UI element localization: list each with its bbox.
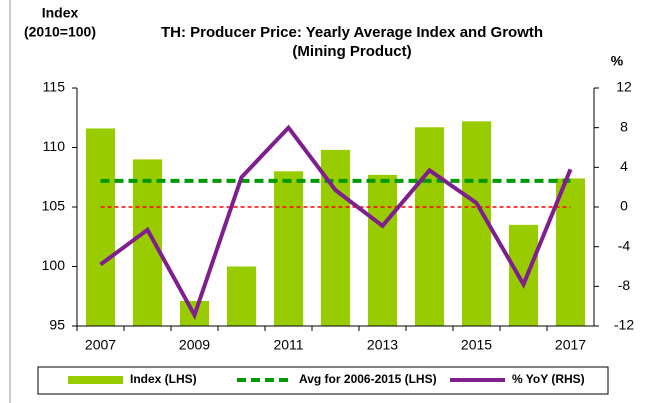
bar: [226, 266, 257, 326]
y2-axis-label: %: [611, 53, 624, 69]
x-tick-label: 2013: [367, 337, 398, 353]
y2-tick-label: 8: [620, 118, 628, 134]
y-tick-label: 105: [42, 198, 66, 214]
x-tick-label: 2017: [555, 337, 586, 353]
x-tick-label: 2011: [273, 337, 303, 353]
legend-swatch: [68, 376, 123, 384]
x-tick-label: 2007: [85, 337, 116, 353]
chart-subtitle: (Mining Product): [292, 43, 411, 60]
legend: [37, 366, 609, 395]
y-tick-label: 110: [43, 138, 66, 154]
x-tick-label: 2009: [179, 337, 210, 353]
legend-label: % YoY (RHS): [512, 372, 585, 386]
y-tick-label: 100: [42, 257, 66, 273]
bar: [555, 178, 586, 326]
x-tick-label: 2015: [461, 337, 492, 353]
chart-title: TH: Producer Price: Yearly Average Index…: [161, 24, 543, 41]
y2-tick-label: 12: [616, 79, 632, 95]
y2-tick-label: -4: [618, 237, 631, 253]
y2-tick-label: -12: [614, 317, 634, 333]
y-axis-label: Index: [42, 5, 79, 21]
bar: [367, 174, 398, 326]
line-series: [99, 124, 573, 321]
bar: [414, 127, 445, 327]
y2-tick-label: 4: [620, 158, 628, 174]
y-tick-label: 115: [43, 79, 66, 95]
y2-tick-label: -8: [618, 277, 631, 293]
bar: [132, 159, 163, 326]
bar: [508, 224, 539, 326]
bar: [273, 171, 304, 326]
y-tick-label: 95: [49, 317, 65, 333]
legend-label: Avg for 2006-2015 (LHS): [299, 372, 437, 386]
y-axis-label: (2010=100): [24, 24, 96, 40]
y2-tick-label: 0: [620, 198, 628, 214]
legend-label: Index (LHS): [130, 372, 197, 386]
bar: [85, 128, 116, 326]
